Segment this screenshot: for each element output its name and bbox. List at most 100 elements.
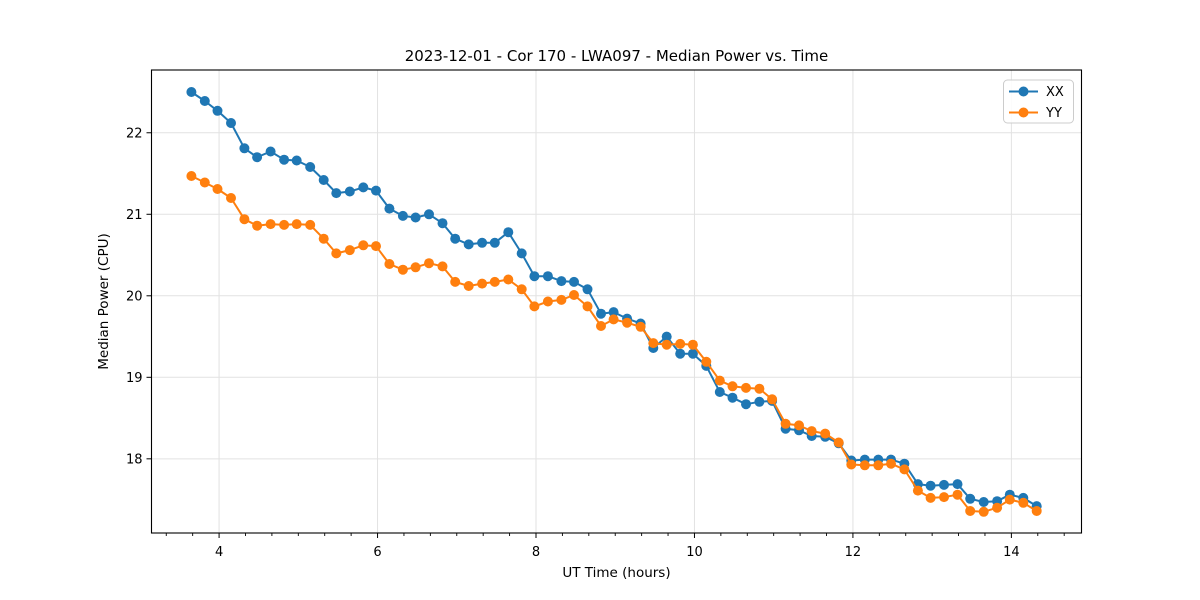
- legend-marker-icon-xx: [1018, 86, 1029, 97]
- data-point-yy: [794, 420, 804, 431]
- data-point-xx: [344, 186, 355, 197]
- data-point-xx: [305, 162, 316, 172]
- data-point-xx: [318, 175, 329, 185]
- legend-entry-yy: YY: [1009, 106, 1062, 121]
- data-point-yy: [939, 492, 949, 503]
- data-point-xx: [582, 284, 593, 295]
- data-point-yy: [820, 428, 831, 439]
- data-point-yy: [741, 382, 751, 393]
- data-point-yy: [661, 339, 672, 350]
- data-point-xx: [978, 497, 989, 507]
- data-point-yy: [279, 219, 290, 230]
- data-point-yy: [265, 219, 276, 230]
- data-point-yy: [542, 296, 553, 307]
- data-point-xx: [675, 348, 686, 359]
- data-point-yy: [529, 301, 540, 312]
- data-point-xx: [741, 399, 751, 410]
- data-point-yy: [780, 418, 791, 429]
- data-point-xx: [569, 276, 579, 287]
- data-point-xx: [687, 348, 698, 359]
- legend-label-xx: XX: [1046, 85, 1064, 100]
- x-tick-label: 6: [373, 545, 381, 560]
- data-point-yy: [965, 506, 976, 516]
- data-point-xx: [186, 87, 197, 97]
- data-point-yy: [925, 492, 936, 503]
- y-tick-label: 20: [126, 289, 143, 304]
- data-point-yy: [226, 193, 236, 203]
- y-tick-label: 19: [126, 371, 143, 386]
- data-point-xx: [291, 155, 302, 166]
- legend-label-yy: YY: [1045, 106, 1062, 121]
- data-point-yy: [424, 258, 434, 269]
- data-point-xx: [450, 233, 461, 244]
- series-layer: [186, 87, 1042, 517]
- data-point-yy: [952, 489, 963, 500]
- data-point-xx: [199, 96, 210, 106]
- data-point-xx: [714, 387, 725, 397]
- data-point-xx: [727, 392, 738, 403]
- data-point-xx: [226, 118, 236, 128]
- data-point-yy: [344, 245, 355, 256]
- data-point-xx: [212, 105, 223, 116]
- data-point-xx: [279, 154, 290, 165]
- legend: XX YY: [1003, 79, 1074, 124]
- data-point-xx: [424, 209, 434, 220]
- data-point-yy: [806, 426, 817, 437]
- data-point-xx: [596, 308, 606, 319]
- data-point-yy: [912, 485, 923, 496]
- x-tick-label: 10: [686, 545, 703, 560]
- data-point-yy: [1004, 494, 1015, 505]
- data-point-xx: [952, 479, 963, 490]
- data-point-yy: [463, 281, 474, 291]
- data-point-yy: [410, 262, 421, 273]
- data-point-xx: [965, 493, 976, 504]
- series-yy: [186, 171, 1042, 517]
- data-point-yy: [252, 220, 263, 231]
- data-point-yy: [305, 219, 316, 230]
- data-point-yy: [503, 274, 514, 285]
- data-point-yy: [186, 171, 197, 181]
- data-point-yy: [1018, 497, 1029, 508]
- data-point-yy: [516, 284, 527, 295]
- data-point-yy: [384, 259, 395, 269]
- data-point-yy: [648, 338, 659, 349]
- legend-marker-icon-yy: [1018, 107, 1029, 118]
- data-point-xx: [939, 479, 949, 490]
- data-point-yy: [754, 383, 765, 394]
- x-tick-label: 8: [532, 545, 540, 560]
- data-point-yy: [318, 233, 329, 244]
- data-point-xx: [489, 237, 500, 248]
- data-point-yy: [622, 317, 633, 328]
- x-tick-label: 4: [215, 545, 223, 560]
- data-point-xx: [477, 237, 488, 248]
- tick-layer: 4 6 8 10 12 14 18 19 20 21 22: [126, 126, 1065, 560]
- data-point-yy: [569, 290, 579, 300]
- grid-layer: [151, 70, 1082, 533]
- data-point-yy: [608, 314, 619, 325]
- data-point-yy: [886, 458, 896, 469]
- data-point-xx: [397, 210, 408, 221]
- data-point-yy: [437, 261, 448, 272]
- data-point-yy: [397, 264, 408, 275]
- data-point-yy: [899, 464, 910, 475]
- data-point-xx: [529, 271, 540, 282]
- data-point-yy: [767, 394, 778, 405]
- data-point-yy: [477, 278, 488, 289]
- y-tick-label: 22: [126, 126, 143, 141]
- data-point-xx: [252, 152, 263, 163]
- data-point-xx: [371, 185, 381, 196]
- data-point-yy: [291, 219, 302, 230]
- x-axis-label: UT Time (hours): [562, 565, 670, 581]
- y-tick-label: 18: [126, 452, 143, 467]
- data-point-yy: [1031, 506, 1042, 516]
- data-point-yy: [978, 506, 989, 517]
- data-point-xx: [331, 188, 342, 199]
- data-point-xx: [410, 212, 421, 223]
- data-point-xx: [437, 218, 448, 229]
- data-point-yy: [556, 294, 567, 305]
- x-tick-label: 12: [845, 545, 862, 560]
- plot-frame: [150, 69, 1083, 534]
- data-point-yy: [992, 502, 1003, 513]
- data-point-yy: [714, 375, 725, 386]
